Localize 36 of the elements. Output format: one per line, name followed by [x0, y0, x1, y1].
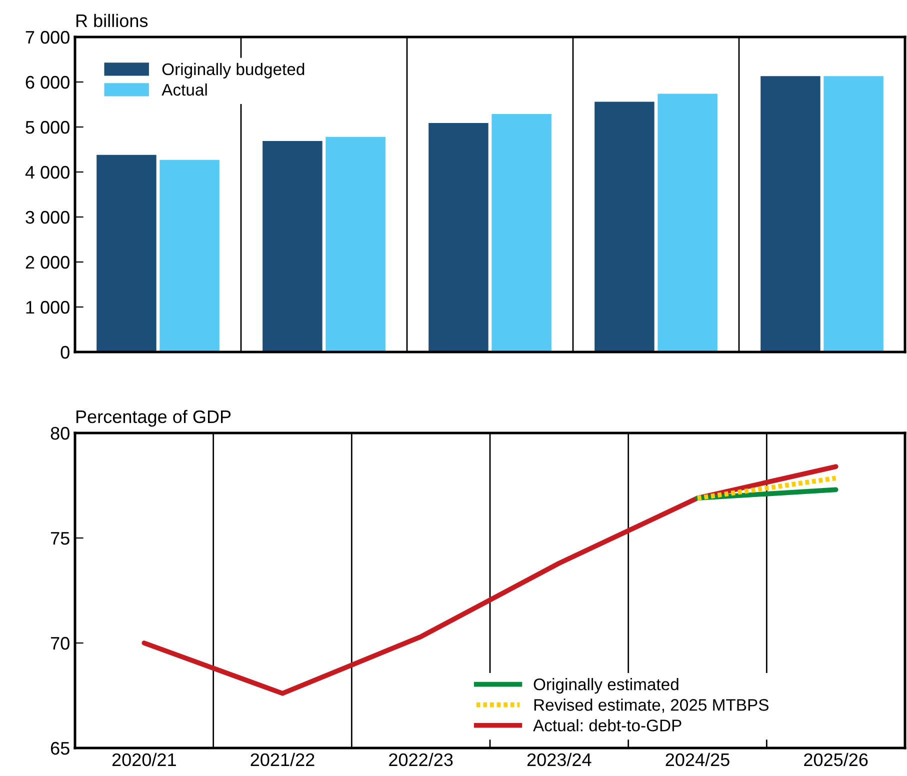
- bar: [760, 76, 820, 352]
- y-tick-label: 4 000: [25, 166, 70, 179]
- x-tick-label: 2023/24: [527, 752, 592, 766]
- y-axis-title: R billions: [76, 14, 148, 28]
- bar: [658, 94, 718, 352]
- legend-label: Originally budgeted: [162, 62, 304, 78]
- y-tick-label: 3 000: [26, 210, 70, 224]
- y-tick-label: 5 000: [26, 120, 70, 134]
- y-tick-label: 2 000: [26, 256, 70, 269]
- y-tick-label: 80: [50, 426, 70, 440]
- y-tick-label: 1 000: [26, 300, 70, 314]
- y-tick-label: 65: [50, 742, 70, 755]
- bar: [428, 122, 488, 352]
- x-tick-label: 2020/21: [112, 752, 176, 766]
- bar: [326, 136, 386, 352]
- y-tick-label: 0: [60, 346, 70, 359]
- y-tick-label: 70: [50, 636, 70, 650]
- x-tick-label: 2025/26: [804, 752, 868, 766]
- legend-label: Revised estimate, 2025 MTBPS: [534, 698, 768, 713]
- y-tick-label: 75: [50, 532, 70, 545]
- bar: [160, 160, 220, 352]
- legend-label: Actual: debt-to-GDP: [533, 719, 682, 732]
- legend-label: Originally estimated: [534, 678, 678, 694]
- bar: [262, 140, 322, 352]
- y-tick-label: 6 000: [26, 76, 70, 89]
- line-series: [142, 464, 838, 696]
- y-tick-label: 7 000: [26, 30, 70, 44]
- bar: [594, 102, 654, 352]
- legend-label: Actual: [162, 83, 207, 96]
- bar: [96, 154, 156, 352]
- x-tick-label: 2024/25: [666, 752, 730, 766]
- x-tick-label: 2022/23: [389, 752, 453, 766]
- x-tick-label: 2021/22: [250, 752, 314, 766]
- y-axis-title: Percentage of GDP: [76, 410, 231, 427]
- bar: [492, 114, 552, 352]
- bar: [824, 76, 884, 352]
